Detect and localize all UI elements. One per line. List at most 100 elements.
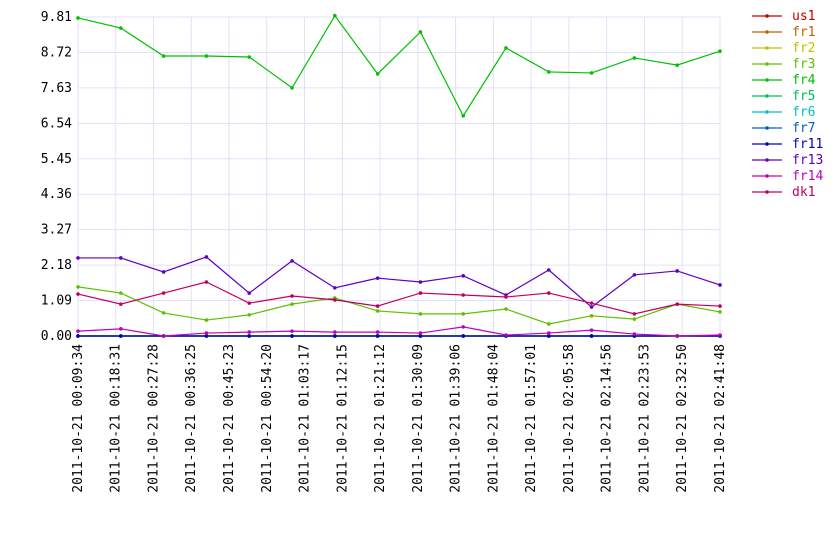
data-point bbox=[461, 293, 466, 297]
data-point bbox=[418, 331, 423, 335]
data-point bbox=[247, 334, 252, 338]
x-tick-label: 2011-10-21 01:57:01 bbox=[524, 344, 539, 493]
data-point bbox=[375, 72, 380, 76]
data-point bbox=[418, 291, 423, 295]
x-tick-label: 2011-10-21 02:14:56 bbox=[600, 344, 615, 493]
data-point bbox=[204, 255, 209, 259]
data-point bbox=[119, 26, 123, 30]
data-point bbox=[76, 292, 80, 296]
legend-marker bbox=[765, 78, 769, 82]
data-point bbox=[546, 70, 551, 74]
data-point bbox=[333, 286, 337, 290]
x-tick-label: 2011-10-21 02:32:50 bbox=[675, 344, 690, 493]
legend-marker bbox=[765, 94, 769, 98]
legend-label: fr5 bbox=[792, 89, 815, 104]
data-point bbox=[632, 56, 637, 60]
y-tick-label: 7.63 bbox=[41, 81, 72, 96]
legend-marker bbox=[765, 190, 769, 194]
legend-label: fr4 bbox=[792, 73, 816, 88]
data-point bbox=[418, 312, 423, 316]
legend-label: fr13 bbox=[792, 153, 823, 168]
legend-marker bbox=[765, 110, 769, 114]
data-point bbox=[333, 13, 337, 18]
y-tick-label: 1.09 bbox=[41, 294, 72, 309]
y-tick-label: 6.54 bbox=[41, 116, 72, 131]
legend-label: fr2 bbox=[792, 41, 815, 56]
y-tick-label: 5.45 bbox=[41, 152, 72, 167]
data-point bbox=[161, 270, 166, 274]
data-point bbox=[76, 329, 80, 333]
data-point bbox=[418, 30, 423, 34]
data-point bbox=[76, 285, 80, 289]
data-point bbox=[718, 304, 722, 308]
x-tick-label: 2011-10-21 02:23:53 bbox=[637, 344, 652, 493]
legend-marker bbox=[765, 126, 769, 130]
data-point bbox=[247, 55, 252, 59]
data-point bbox=[461, 114, 466, 118]
legend-marker bbox=[765, 14, 769, 18]
data-point bbox=[375, 304, 380, 308]
data-point bbox=[504, 46, 508, 50]
data-point bbox=[461, 334, 466, 338]
data-point bbox=[589, 314, 594, 318]
data-point bbox=[375, 276, 380, 280]
data-point bbox=[675, 63, 679, 67]
legend-marker bbox=[765, 142, 769, 146]
data-point bbox=[119, 256, 123, 260]
legend-label: fr1 bbox=[792, 25, 815, 40]
x-tick-label: 2011-10-21 00:27:28 bbox=[146, 344, 161, 493]
y-tick-label: 9.81 bbox=[41, 10, 72, 25]
x-tick-label: 2011-10-21 01:48:04 bbox=[486, 344, 501, 493]
data-point bbox=[204, 280, 209, 284]
x-tick-label: 2011-10-21 01:12:15 bbox=[335, 344, 350, 493]
data-point bbox=[204, 334, 209, 338]
data-point bbox=[161, 334, 166, 338]
data-point bbox=[161, 311, 166, 315]
data-point bbox=[161, 291, 166, 295]
x-tick-label: 2011-10-21 00:45:23 bbox=[222, 344, 237, 493]
legend-marker bbox=[765, 174, 769, 178]
x-tick-label: 2011-10-21 01:21:12 bbox=[373, 344, 388, 493]
data-point bbox=[375, 330, 380, 334]
data-point bbox=[290, 329, 294, 333]
data-point bbox=[718, 310, 722, 314]
data-point bbox=[290, 259, 294, 263]
legend-label: dk1 bbox=[792, 185, 815, 200]
x-tick-label: 2011-10-21 02:41:48 bbox=[713, 344, 728, 493]
x-tick-label: 2011-10-21 00:54:20 bbox=[260, 344, 275, 493]
data-point bbox=[632, 332, 637, 336]
data-point bbox=[76, 334, 80, 338]
data-point bbox=[589, 301, 594, 305]
legend-label: fr11 bbox=[792, 137, 823, 152]
x-tick-label: 2011-10-21 00:36:25 bbox=[184, 344, 199, 493]
legend-marker bbox=[765, 30, 769, 34]
data-point bbox=[290, 334, 294, 338]
data-point bbox=[675, 302, 679, 306]
x-tick-label: 2011-10-21 01:03:17 bbox=[298, 344, 313, 493]
data-point bbox=[119, 327, 123, 331]
data-point bbox=[632, 273, 637, 277]
data-point bbox=[504, 307, 508, 311]
data-point bbox=[546, 331, 551, 335]
series-line bbox=[77, 326, 721, 337]
y-tick-label: 0.00 bbox=[41, 329, 72, 344]
y-tick-label: 3.27 bbox=[41, 223, 72, 238]
series-line bbox=[77, 14, 721, 118]
legend-label: fr14 bbox=[792, 169, 823, 184]
legend-marker bbox=[765, 46, 769, 50]
data-point bbox=[589, 71, 594, 75]
data-point bbox=[546, 322, 551, 326]
legend-label: fr7 bbox=[792, 121, 815, 136]
y-tick-label: 8.72 bbox=[41, 45, 72, 60]
data-point bbox=[204, 331, 209, 335]
series-line bbox=[77, 281, 721, 315]
data-point bbox=[589, 328, 594, 332]
x-tick-label: 2011-10-21 01:30:09 bbox=[411, 344, 426, 493]
legend-label: fr6 bbox=[792, 105, 815, 120]
data-point bbox=[119, 302, 123, 306]
legend-marker bbox=[765, 62, 769, 66]
data-point bbox=[290, 302, 294, 306]
data-point bbox=[247, 330, 252, 334]
data-point bbox=[161, 54, 166, 58]
data-point bbox=[333, 334, 337, 338]
